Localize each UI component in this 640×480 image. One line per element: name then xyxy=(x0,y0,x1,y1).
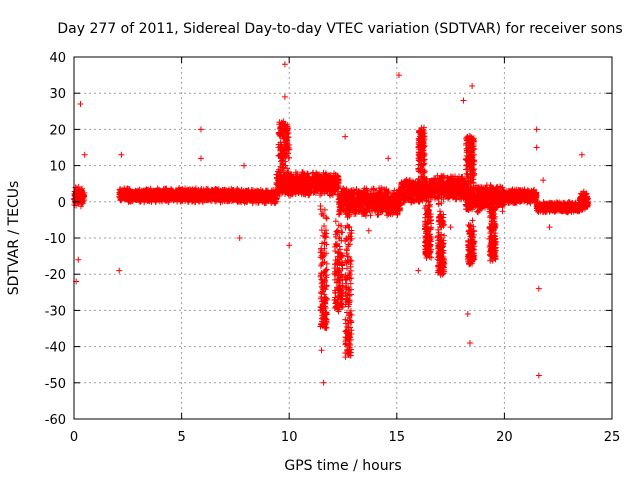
data-points xyxy=(71,61,592,386)
data-point xyxy=(74,194,81,201)
data-point xyxy=(78,190,85,197)
data-point xyxy=(72,200,79,207)
grid xyxy=(74,57,612,419)
data-point xyxy=(367,212,374,219)
data-point xyxy=(73,185,80,192)
